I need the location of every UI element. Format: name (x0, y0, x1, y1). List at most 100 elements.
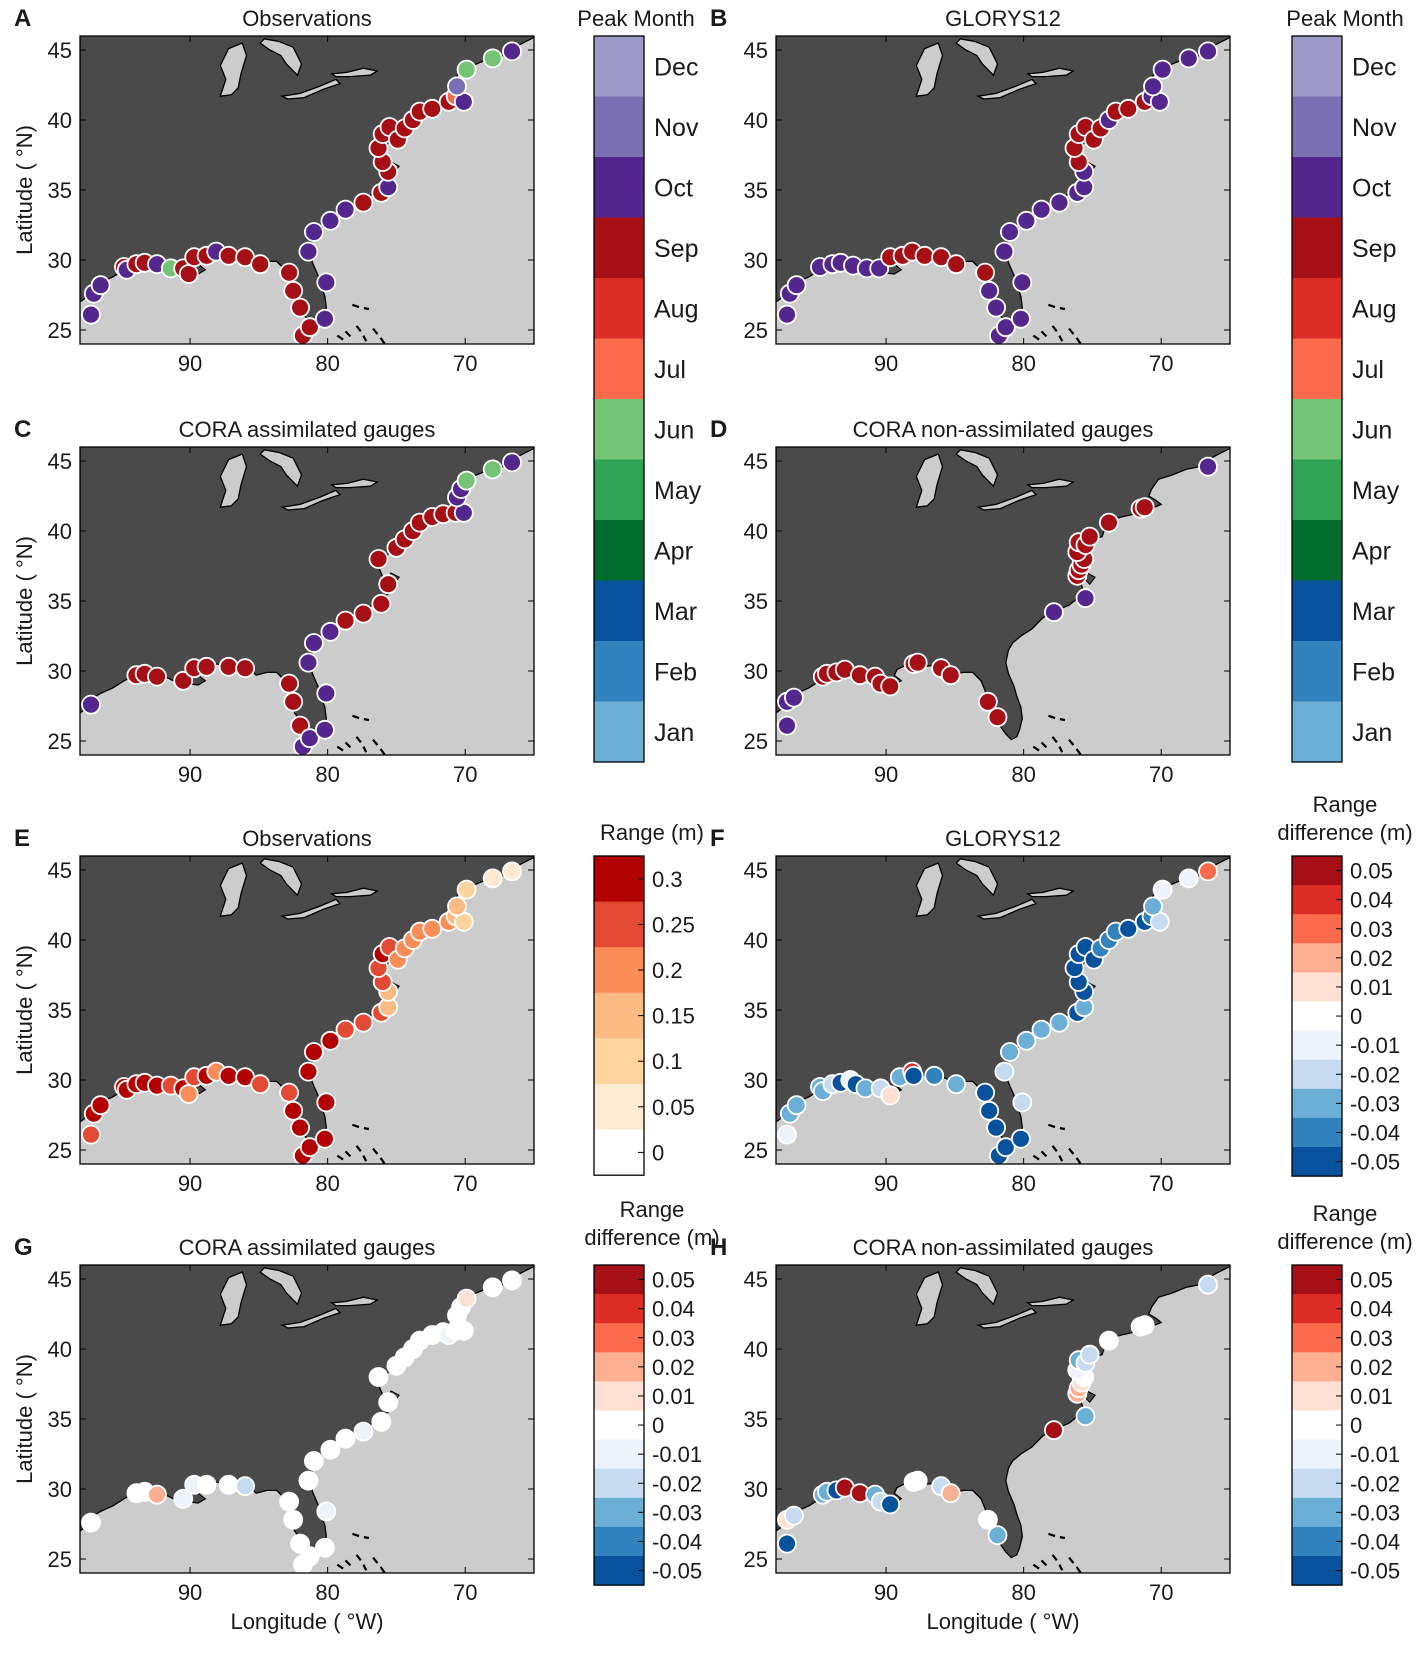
y-tick-label: 45 (744, 449, 768, 474)
station-marker (299, 317, 320, 338)
colorbar-segment (1292, 1410, 1342, 1441)
colorbar-segment (1292, 1526, 1342, 1557)
great-lake (976, 489, 1038, 511)
station-marker (353, 1012, 374, 1033)
colorbar-segment (1292, 36, 1342, 97)
colorbar-label: -0.03 (1350, 1091, 1400, 1116)
station-marker (320, 1439, 341, 1460)
station-marker (786, 1095, 807, 1116)
y-tick-label: 35 (48, 178, 72, 203)
station-marker (303, 222, 324, 242)
station-marker (298, 241, 319, 262)
colorbar-label: Apr (1352, 537, 1391, 565)
colorbar-label: 0.05 (1350, 859, 1393, 884)
colorbar-segment (1292, 1556, 1342, 1586)
station-marker (987, 1525, 1008, 1546)
bahamas-island (1051, 1554, 1064, 1571)
station-marker (987, 707, 1008, 728)
colorbar-diff: Range difference (m) 0.05 0.04 0.03 0.02 0.01 0… (1277, 1201, 1413, 1586)
great-lake (280, 78, 342, 100)
station-marker (314, 719, 335, 740)
station-marker (299, 728, 320, 749)
colorbar-segment (594, 947, 644, 994)
station-marker (299, 1546, 320, 1567)
station-marker (777, 1124, 797, 1145)
station-marker (320, 210, 341, 231)
bahamas-island (344, 741, 354, 751)
great-lake (329, 887, 379, 898)
y-tick-label: 30 (48, 1477, 72, 1502)
x-axis-label: Longitude ( °W) (926, 1609, 1079, 1634)
map-f (776, 849, 1230, 1164)
y-tick-label: 45 (48, 38, 72, 63)
colorbar-segment (594, 217, 644, 279)
station-marker (1044, 602, 1064, 623)
y-tick-label: 30 (744, 1477, 768, 1502)
colorbar-segment (1292, 1147, 1342, 1177)
station-marker (456, 1288, 477, 1309)
bahamas-island (344, 1150, 354, 1160)
map-a (80, 36, 534, 344)
colorbar-label: 0.01 (1350, 1384, 1393, 1409)
great-lake (329, 67, 379, 78)
station-marker (986, 1117, 1006, 1138)
station-marker (880, 676, 901, 697)
colorbar-segment (1292, 459, 1342, 521)
bahamas-island (382, 1163, 385, 1164)
station-marker (316, 1501, 337, 1522)
colorbar-frame (1291, 35, 1343, 763)
colorbar-label: 0.04 (652, 1297, 695, 1322)
panels-layer: Observations A 90 80 70 45 40 35 30 25 Latitude ( … (12, 5, 1231, 1634)
colorbar-segment (1292, 1468, 1342, 1499)
y-tick-label: 30 (744, 1068, 768, 1093)
station-marker (994, 1061, 1015, 1082)
x-tick-label: 80 (1011, 1580, 1035, 1605)
colorbar-label: Jun (1352, 416, 1392, 444)
y-tick-label: 25 (48, 318, 72, 343)
colorbar-label: May (1352, 477, 1400, 505)
colorbar-segment (594, 1410, 644, 1441)
station-marker (1044, 1420, 1064, 1441)
station-marker (880, 1494, 901, 1515)
station-marker (502, 41, 522, 62)
map-c (80, 447, 534, 755)
station-marker (298, 652, 319, 673)
y-tick-label: 25 (744, 729, 768, 754)
station-marker (422, 918, 443, 939)
bahamas-island (355, 1554, 368, 1571)
y-axis-label: Latitude ( °N) (12, 945, 37, 1075)
station-marker (283, 1509, 304, 1530)
colorbar-label: -0.04 (652, 1529, 702, 1554)
station-marker (995, 1137, 1016, 1158)
great-lake (1025, 478, 1075, 489)
colorbar-label: 0.1 (652, 1049, 683, 1074)
station-marker (994, 241, 1015, 262)
y-tick-label: 40 (744, 519, 768, 544)
colorbar-segment (594, 157, 644, 218)
great-lake (204, 849, 245, 853)
colorbar-segment (1292, 217, 1342, 279)
great-lake (915, 42, 944, 97)
bahamas-island (1051, 1145, 1064, 1162)
bahamas-island (1051, 325, 1064, 342)
y-tick-label: 40 (48, 519, 72, 544)
x-tick-label: 80 (315, 351, 339, 376)
station-marker (979, 1100, 1000, 1121)
colorbar-segment (1292, 1294, 1342, 1324)
great-lake (900, 29, 941, 33)
station-marker (371, 593, 392, 614)
station-marker (1143, 76, 1163, 97)
map-e (80, 849, 534, 1164)
colorbar-label: 0.02 (1350, 946, 1393, 971)
colorbar-label: 0.03 (1350, 917, 1393, 942)
great-lake (900, 849, 941, 853)
bahamas-island (1040, 330, 1050, 340)
panel-title: CORA assimilated gauges (179, 417, 436, 442)
station-marker (975, 262, 995, 283)
great-lake (955, 1267, 999, 1306)
station-marker (1178, 48, 1199, 69)
great-lake (976, 1307, 1038, 1329)
colorbar-label: 0.01 (1350, 975, 1393, 1000)
y-tick-label: 40 (744, 1337, 768, 1362)
